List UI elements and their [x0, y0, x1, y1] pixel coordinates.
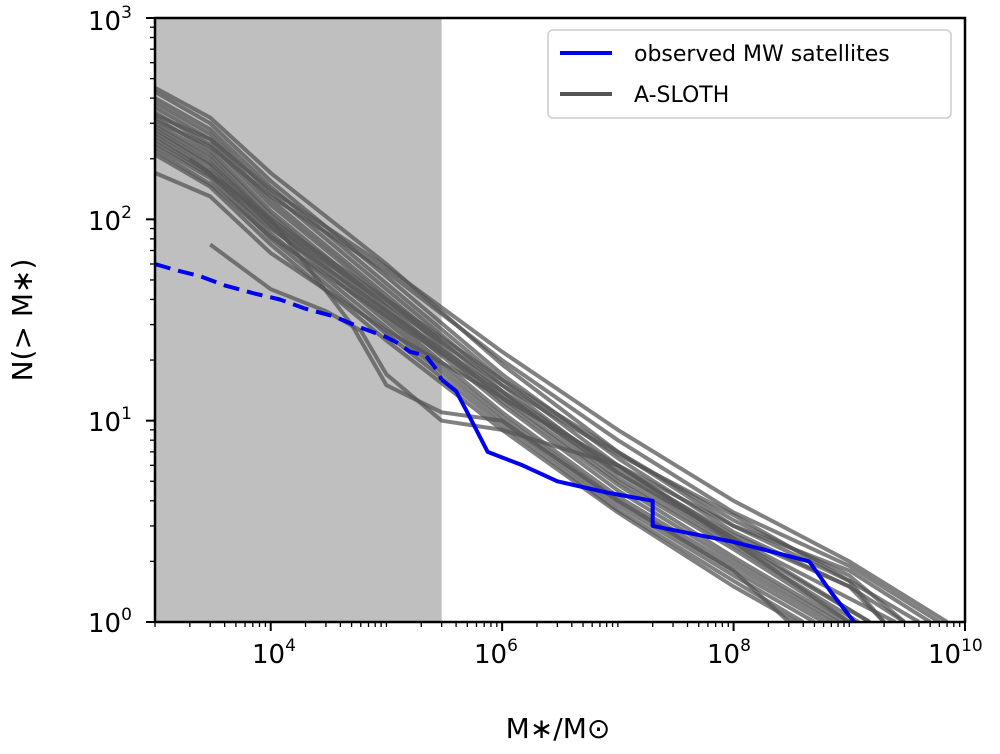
aslo-series-line-12: [155, 152, 798, 622]
plot-frame: [153, 16, 967, 624]
y-tick-label-0: 100: [88, 605, 132, 639]
aslo-series-line-15: [155, 118, 941, 622]
x-tick-label-2: 108: [707, 636, 751, 670]
aslo-series-line-14: [155, 113, 949, 622]
aslo-series-line-21: [155, 148, 871, 622]
x-tick-label-0: 104: [252, 636, 296, 670]
x-tick-label-1: 106: [474, 636, 518, 670]
aslo-series-group: [155, 86, 949, 622]
y-axis-label: N(> M∗): [6, 259, 39, 382]
y-tick-label-1: 101: [88, 404, 132, 438]
x-axis-label: M∗/M⊙: [506, 712, 611, 745]
legend-label-aslo: A-SLOTH: [634, 83, 729, 108]
legend-frame: [547, 29, 952, 119]
y-tick-label-2: 102: [88, 203, 132, 237]
legend-label-observed: observed MW satellites: [634, 42, 890, 67]
x-tick-label-3: 1010: [928, 636, 983, 670]
observed-series-line-dashed: [155, 262, 444, 381]
observed-series-line-solid: [440, 378, 856, 622]
aslo-series-line-20: [155, 141, 886, 622]
aslo-series-line-7: [155, 121, 840, 622]
observed-series-group: [155, 262, 856, 622]
y-tick-label-3: 103: [88, 3, 132, 37]
legend: observed MW satellites A-SLOTH: [547, 29, 952, 119]
